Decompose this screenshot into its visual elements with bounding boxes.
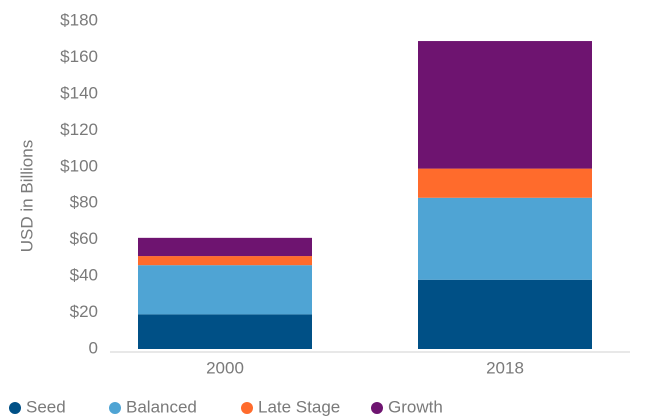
- bar-segment: [418, 279, 592, 349]
- legend-label: Growth: [388, 397, 443, 416]
- legend-label: Balanced: [126, 397, 197, 416]
- y-tick-label: $60: [70, 229, 98, 248]
- x-tick-label: 2000: [206, 358, 244, 377]
- bar-segment: [418, 168, 592, 198]
- bar-segment: [138, 265, 312, 315]
- y-tick-label: $100: [60, 156, 98, 175]
- legend-marker: [371, 402, 383, 414]
- legend-marker: [241, 402, 253, 414]
- y-tick-label: $80: [70, 193, 98, 212]
- y-tick-label: $180: [60, 10, 98, 29]
- bar-segment: [138, 256, 312, 266]
- legend-label: Late Stage: [258, 397, 340, 416]
- y-tick-label: 0: [89, 338, 98, 357]
- legend-marker: [9, 402, 21, 414]
- bar-segment: [138, 314, 312, 349]
- y-tick-label: $160: [60, 47, 98, 66]
- legend-label: Seed: [26, 397, 66, 416]
- y-axis-label: USD in Billions: [17, 140, 36, 252]
- y-tick-label: $40: [70, 266, 98, 285]
- bar-segment: [418, 41, 592, 169]
- y-tick-label: $120: [60, 120, 98, 139]
- bar-segment: [418, 197, 592, 280]
- legend-marker: [109, 402, 121, 414]
- bar-segment: [138, 237, 312, 257]
- x-tick-label: 2018: [486, 358, 524, 377]
- y-tick-label: $140: [60, 83, 98, 102]
- y-tick-label: $20: [70, 302, 98, 321]
